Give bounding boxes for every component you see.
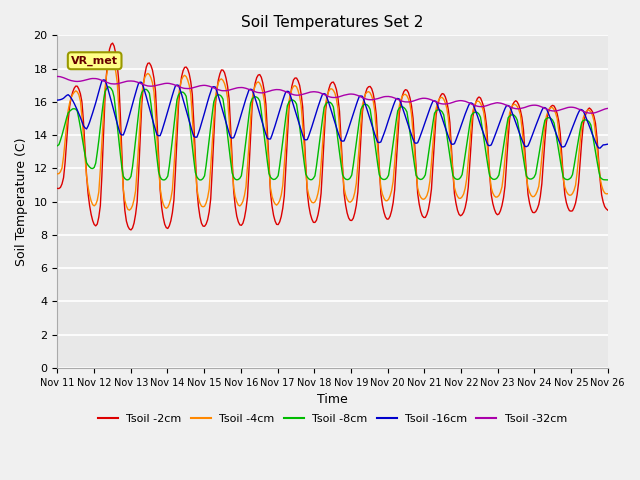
Text: VR_met: VR_met — [71, 56, 118, 66]
Y-axis label: Soil Temperature (C): Soil Temperature (C) — [15, 137, 28, 266]
Legend: Tsoil -2cm, Tsoil -4cm, Tsoil -8cm, Tsoil -16cm, Tsoil -32cm: Tsoil -2cm, Tsoil -4cm, Tsoil -8cm, Tsoi… — [93, 410, 572, 429]
X-axis label: Time: Time — [317, 393, 348, 406]
Title: Soil Temperatures Set 2: Soil Temperatures Set 2 — [241, 15, 424, 30]
